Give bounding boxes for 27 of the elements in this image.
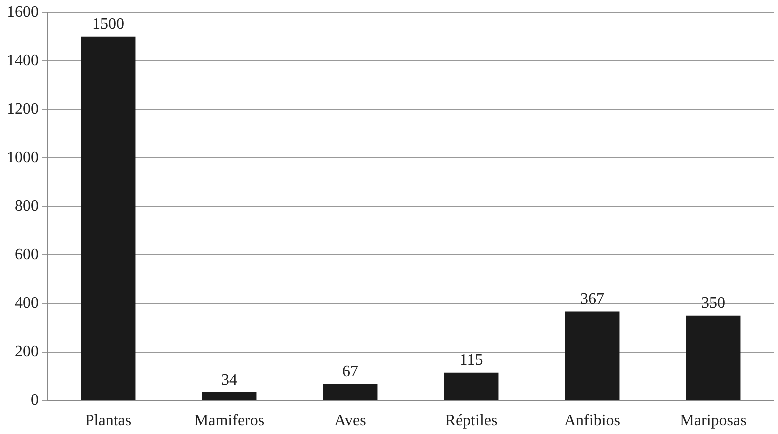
x-tick-label: Plantas — [85, 412, 132, 430]
data-label: 1500 — [92, 16, 124, 34]
x-tick-label: Anfibios — [564, 412, 620, 430]
data-label: 350 — [702, 295, 726, 312]
data-label: 115 — [460, 352, 484, 370]
y-tick-label: 1400 — [7, 52, 39, 70]
y-tick-label: 0 — [31, 392, 39, 410]
x-tick-label: Mariposas — [680, 412, 747, 430]
y-tick-label: 1200 — [7, 100, 39, 118]
y-tick-label: 1600 — [7, 4, 39, 21]
y-tick-label: 1000 — [7, 149, 39, 166]
x-tick-label: Aves — [334, 412, 366, 430]
data-label: 67 — [342, 364, 358, 381]
bar — [686, 316, 741, 400]
data-label: 34 — [222, 372, 238, 389]
x-tick-label: Mamiferos — [194, 412, 265, 430]
bar — [202, 392, 257, 400]
bar — [323, 384, 378, 400]
y-tick-label: 600 — [15, 246, 39, 264]
y-tick-label: 800 — [15, 198, 39, 215]
y-tick-label: 200 — [15, 343, 39, 360]
x-tick-label: Réptiles — [445, 412, 498, 430]
data-label: 367 — [580, 290, 604, 308]
y-tick-label: 400 — [15, 294, 39, 312]
bar — [565, 312, 620, 400]
bar — [444, 372, 499, 400]
bar — [81, 36, 136, 400]
